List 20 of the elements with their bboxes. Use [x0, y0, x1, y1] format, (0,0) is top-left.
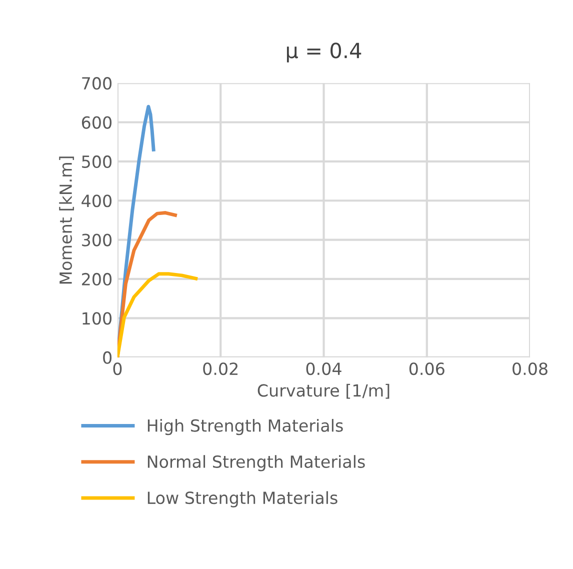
x-tick-label: 0.08 [512, 362, 548, 376]
y-tick-label: 0 [103, 351, 112, 364]
y-tick-label: 100 [82, 312, 112, 325]
y-tick-label: 300 [82, 234, 112, 246]
y-tick-label: 400 [82, 194, 112, 208]
chart-title: μ = 0.4 [286, 42, 362, 62]
y-tick-label: 500 [82, 155, 112, 168]
x-tick-label: 0.06 [409, 362, 444, 376]
y-tick-label: 200 [82, 272, 112, 286]
y-tick-label: 700 [82, 77, 112, 90]
y-axis-title: Moment [kN.m] [59, 156, 74, 284]
legend-label: Normal Strength Materials [148, 455, 365, 472]
legend-label: Low Strength Materials [148, 491, 338, 508]
y-tick-label: 600 [82, 116, 112, 129]
x-tick-label: 0.04 [306, 362, 342, 376]
x-tick-label: 0.02 [203, 362, 238, 376]
x-tick-label: 0 [113, 362, 122, 376]
legend-label: High Strength Materials [148, 418, 343, 436]
line-series [117, 272, 198, 358]
x-axis-title: Curvature [1/m] [258, 384, 390, 399]
